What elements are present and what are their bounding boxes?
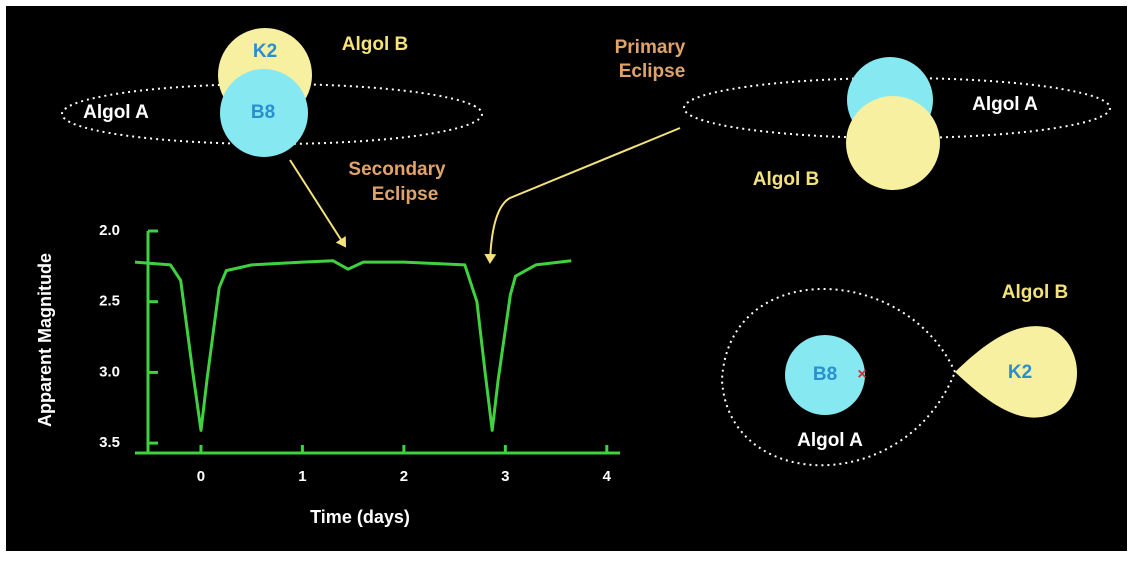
label: Algol B — [753, 169, 820, 190]
arrow — [289, 159, 347, 248]
label: Algol A — [797, 430, 863, 451]
y-axis-label: Apparent Magnitude — [35, 253, 55, 427]
label: B8 — [251, 102, 275, 123]
star-b8 — [220, 69, 308, 157]
background — [6, 6, 1127, 551]
label: Algol B — [342, 34, 409, 55]
annotation: Eclipse — [619, 61, 686, 82]
annotation: Eclipse — [372, 184, 439, 205]
label: B8 — [813, 364, 837, 385]
light-curve — [134, 259, 572, 432]
arrow — [484, 127, 681, 264]
orbit — [683, 77, 1111, 139]
star-k2 — [846, 96, 940, 190]
star-k2 — [955, 326, 1077, 418]
star-b8 — [785, 335, 865, 415]
label: Algol A — [972, 94, 1038, 115]
x-tick-label: 4 — [603, 468, 612, 485]
annotation: Secondary — [348, 159, 446, 180]
label: Algol A — [83, 102, 149, 123]
y-tick-label: 2.0 — [99, 222, 120, 239]
x-axis-label: Time (days) — [310, 507, 410, 527]
x-tick-label: 0 — [197, 468, 205, 485]
y-tick-label: 3.0 — [99, 363, 120, 380]
label: Algol B — [1002, 282, 1069, 303]
x-tick-label: 2 — [400, 468, 408, 485]
center-of-mass: × — [857, 366, 866, 383]
x-tick-label: 3 — [501, 468, 509, 485]
x-tick-label: 1 — [298, 468, 306, 485]
annotation: Primary — [615, 37, 686, 58]
y-tick-label: 2.5 — [99, 293, 120, 310]
label: K2 — [1008, 362, 1032, 383]
y-tick-label: 3.5 — [99, 434, 120, 451]
label: K2 — [253, 41, 277, 62]
